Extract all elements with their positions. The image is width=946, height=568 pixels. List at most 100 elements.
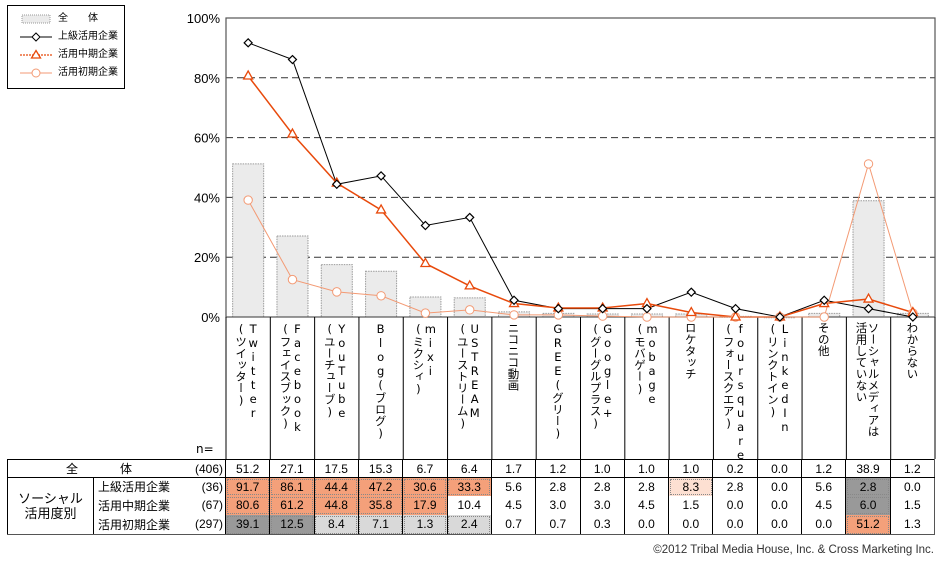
category-label-line: foursquare [733, 322, 748, 462]
data-point-triangle [242, 69, 254, 80]
data-point-circle [287, 274, 298, 285]
overall-label-part: 全 [66, 462, 79, 476]
category-label-line: ニコニコ動画 [506, 322, 521, 391]
table-cell: 91.7 [224, 477, 270, 496]
category-label-line: (ユーチューブ) [322, 322, 337, 419]
series-lines [242, 37, 919, 322]
table-row: 全体 (406) 51.2 27.1 17.5 15.3 6.7 6.4 1.7 1.2 1.0 1.… [7, 459, 936, 478]
y-tick-label: 0% [201, 310, 220, 325]
category-label-line: Twitter [246, 322, 261, 420]
table-cell: 0.0 [801, 514, 846, 535]
category-label: Google+ (グーグルプラス) [588, 322, 615, 431]
table-cell: 4.5 [490, 495, 536, 515]
data-point-diamond [730, 303, 741, 314]
table-cell: 2.4 [446, 514, 492, 535]
data-point-diamond [464, 212, 475, 223]
row-n: (406) [185, 459, 226, 478]
category-label: USTREAM (ユーストリーム) [455, 322, 482, 431]
data-point-diamond [686, 287, 697, 298]
data-point-diamond [331, 179, 342, 190]
data-point-circle [243, 195, 253, 205]
category-label-line: Blog(ブログ) [373, 322, 388, 441]
legend-triangle-line-icon [20, 49, 52, 59]
category-label-line: わからない [905, 322, 920, 380]
table-cell: 1.0 [579, 459, 625, 478]
data-point-diamond [642, 303, 652, 314]
table-cell: 1.5 [668, 495, 713, 515]
copyright: ©2012 Tribal Media House, Inc. & Cross M… [653, 544, 934, 556]
axes [225, 17, 936, 459]
table-cell: 0.0 [623, 514, 669, 535]
n-label: n= [196, 442, 214, 456]
category-label-line: (ツイッター) [234, 322, 249, 408]
data-point-triangle [419, 257, 432, 268]
table-cell: 17.9 [402, 495, 448, 515]
series-line-3 [247, 162, 914, 318]
table-cell: 35.8 [357, 495, 403, 515]
category-label-line: ソーシャルメディアは [866, 322, 881, 437]
data-point-circle [332, 287, 342, 297]
data-point-triangle [464, 279, 476, 290]
data-point-triangle [286, 127, 299, 138]
row-n: (297) [185, 514, 226, 535]
group-label-line: 活用度別 [24, 506, 77, 521]
y-tick-labels: 0% 20% 40% 60% 80% 100% [187, 11, 221, 325]
table-cell: 1.2 [889, 459, 936, 478]
series-line-2 [247, 75, 914, 318]
table-cell: 6.7 [402, 459, 448, 478]
legend-diamond-line-icon [20, 32, 52, 42]
table-cell: 0.0 [756, 459, 802, 478]
category-label-line: mobage [644, 322, 659, 406]
table-cell: 10.4 [446, 495, 492, 515]
category-label: Blog(ブログ) [373, 322, 388, 441]
table-cell: 1.2 [801, 459, 846, 478]
table-cell: 2.8 [845, 477, 891, 496]
category-label: Twitter (ツイッター) [234, 322, 261, 420]
table-cell: 0.7 [490, 514, 536, 535]
category-label: mixi (ミクシィ) [411, 322, 438, 396]
table-cell: 6.0 [845, 495, 891, 515]
table-cell: 0.0 [756, 495, 802, 515]
y-tick-label: 60% [194, 131, 220, 146]
table-cell: 3.0 [535, 495, 580, 515]
table-cell: 1.3 [889, 514, 936, 535]
data-point-diamond [819, 295, 830, 306]
table-cell: 1.5 [889, 495, 936, 515]
row-label: 上級活用企業 [93, 477, 186, 496]
row-label: 活用初期企業 [93, 514, 186, 535]
category-label-line: (モバゲー) [632, 322, 647, 396]
category-label: YouTube (ユーチューブ) [322, 322, 349, 420]
table-cell: 12.5 [269, 514, 315, 535]
table-cell: 15.3 [357, 459, 403, 478]
legend-circle-line-icon [20, 68, 52, 78]
data-point-diamond [553, 303, 564, 314]
category-label-line: LinkedIn [777, 322, 792, 434]
category-label-line: (グーグルプラス) [588, 322, 603, 431]
table-cell: 0.3 [579, 514, 625, 535]
table-cell: 1.3 [402, 514, 448, 535]
data-point-circle [863, 159, 874, 169]
row-n: (36) [185, 477, 226, 496]
table-cell: 4.5 [801, 495, 846, 515]
data-point-diamond [863, 303, 874, 314]
table-cell: 30.6 [402, 477, 448, 496]
table-cell: 7.1 [357, 514, 403, 535]
data-point-diamond [376, 171, 386, 181]
legend-label: 全 体 [58, 13, 98, 24]
legend-label: 活用初期企業 [58, 67, 118, 78]
table-cell: 8.3 [668, 477, 713, 496]
data-point-triangle [729, 310, 742, 321]
table-cell: 44.4 [313, 477, 359, 496]
category-label-line: mixi [423, 322, 438, 378]
table-cell: 0.2 [712, 459, 758, 478]
row-label: 活用中期企業 [98, 498, 171, 513]
table-cell: 33.3 [446, 477, 492, 496]
y-tick-label: 40% [194, 190, 220, 205]
gridlines [226, 77, 935, 258]
category-label: その他 [817, 322, 831, 357]
category-label-line: USTREAM [467, 322, 482, 420]
category-label-line: (フェイスブック) [278, 322, 293, 431]
category-label-line: (ユーストリーム) [455, 322, 470, 431]
category-label: Facebook (フェイスブック) [278, 322, 304, 434]
